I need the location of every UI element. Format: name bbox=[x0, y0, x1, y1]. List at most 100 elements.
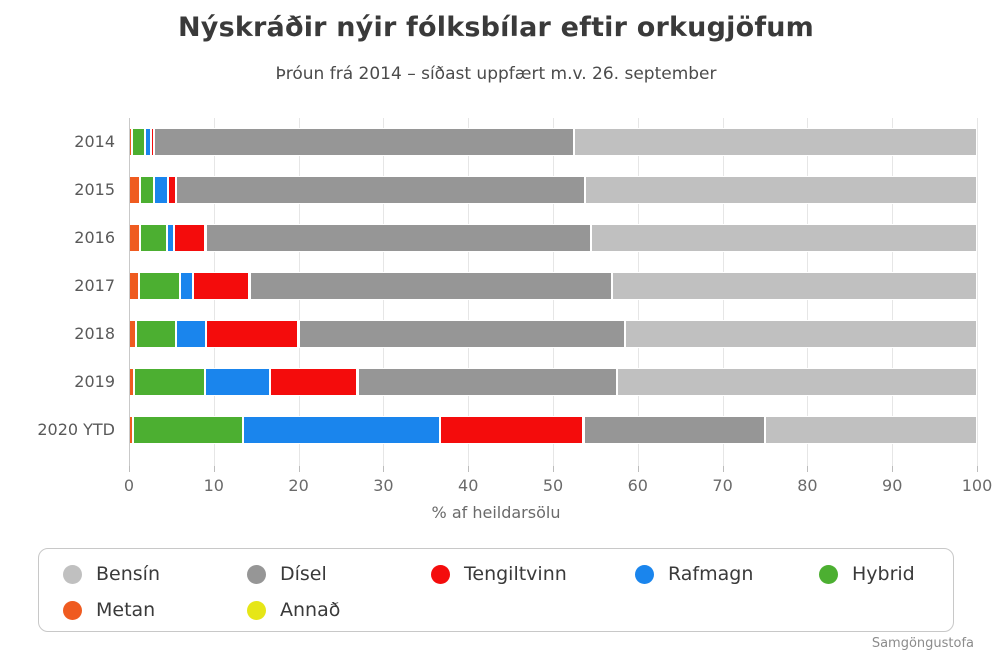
bar-segment[interactable] bbox=[173, 224, 206, 252]
y-axis-labels: 2014 2015 2016 2017 2018 2019 2020 YTD bbox=[0, 118, 129, 466]
legend-dot-icon bbox=[63, 564, 82, 584]
legend-dot-icon bbox=[247, 600, 266, 620]
legend-item[interactable]: Hybrid bbox=[819, 557, 915, 591]
bar-rows bbox=[129, 118, 977, 466]
x-tick-label: 60 bbox=[627, 476, 648, 495]
bar-segment[interactable] bbox=[129, 320, 136, 348]
bar-segment[interactable] bbox=[140, 176, 154, 204]
bar-segment[interactable] bbox=[298, 320, 626, 348]
bar-row bbox=[129, 224, 977, 252]
bar-row bbox=[129, 128, 977, 156]
y-axis-label: 2017 bbox=[74, 276, 115, 295]
x-tick-label: 70 bbox=[712, 476, 733, 495]
bar-segment[interactable] bbox=[132, 128, 146, 156]
legend-dot-icon bbox=[431, 564, 450, 584]
x-tick-mark bbox=[637, 466, 639, 472]
chart-title: Nýskráðir nýir fólksbílar eftir orkugjöf… bbox=[177, 12, 815, 43]
x-tick-mark bbox=[383, 466, 385, 472]
bar-segment[interactable] bbox=[140, 224, 168, 252]
bar-segment[interactable] bbox=[357, 368, 617, 396]
x-axis-title: % af heildarsölu bbox=[431, 503, 561, 522]
bar-segment[interactable] bbox=[139, 272, 180, 300]
x-tick-mark bbox=[129, 466, 130, 472]
bar-row bbox=[129, 368, 977, 396]
legend-row-1: Bensín Dísel Tengiltvinn Rafmagn Hybrid bbox=[39, 557, 953, 591]
y-axis-label: 2014 bbox=[74, 132, 115, 151]
legend-dot-icon bbox=[635, 564, 654, 584]
legend-item[interactable]: Dísel bbox=[247, 557, 327, 591]
legend-dot-icon bbox=[63, 600, 82, 620]
bar-segment[interactable] bbox=[612, 272, 977, 300]
x-axis-ticks: 0 10 20 30 40 50 60 70 80 90 100 bbox=[124, 466, 992, 500]
legend-item-label: Annað bbox=[280, 599, 341, 621]
legend-item-label: Rafmagn bbox=[668, 563, 754, 585]
x-tick-label: 90 bbox=[882, 476, 903, 495]
legend-item-label: Hybrid bbox=[852, 563, 915, 585]
x-tick-mark bbox=[553, 466, 554, 472]
bar-row bbox=[129, 176, 977, 204]
legend-item-label: Metan bbox=[96, 599, 156, 621]
legend-item[interactable]: Metan bbox=[63, 593, 155, 627]
bar-segment[interactable] bbox=[269, 368, 358, 396]
bar-segment[interactable] bbox=[206, 224, 592, 252]
y-axis-label: 2018 bbox=[74, 324, 115, 343]
bar-segment[interactable] bbox=[585, 176, 977, 204]
legend-item[interactable]: Tengiltvinn bbox=[431, 557, 567, 591]
bar-segment[interactable] bbox=[167, 224, 174, 252]
bar-segment[interactable] bbox=[134, 368, 206, 396]
x-tick-label: 50 bbox=[542, 476, 564, 495]
x-tick-label: 20 bbox=[288, 476, 309, 495]
bar-segment[interactable] bbox=[176, 176, 586, 204]
bar-segment[interactable] bbox=[176, 320, 207, 348]
x-tick-mark bbox=[468, 466, 470, 472]
bar-segment[interactable] bbox=[179, 272, 193, 300]
legend-row-2: Metan Annað bbox=[39, 593, 953, 627]
legend-item[interactable]: Annað bbox=[247, 593, 340, 627]
gridline bbox=[977, 118, 978, 466]
legend-dot-icon bbox=[819, 564, 838, 584]
y-axis-label: 2019 bbox=[74, 372, 115, 391]
bar-row bbox=[129, 320, 977, 348]
bar-segment[interactable] bbox=[765, 416, 977, 444]
bar-segment[interactable] bbox=[145, 128, 152, 156]
legend-item-label: Dísel bbox=[280, 563, 327, 585]
x-tick-mark bbox=[722, 466, 724, 472]
legend-item-label: Tengiltvinn bbox=[464, 563, 567, 585]
x-tick-mark bbox=[892, 466, 894, 472]
bar-segment[interactable] bbox=[192, 272, 250, 300]
legend-dot-icon bbox=[247, 564, 266, 584]
bar-segment[interactable] bbox=[151, 128, 154, 156]
x-tick-label: 10 bbox=[203, 476, 224, 495]
bar-segment[interactable] bbox=[625, 320, 977, 348]
bar-segment[interactable] bbox=[129, 272, 140, 300]
x-tick-label: 40 bbox=[458, 476, 479, 495]
legend-item[interactable]: Rafmagn bbox=[635, 557, 753, 591]
bar-segment[interactable] bbox=[574, 128, 977, 156]
legend-item-label: Bensín bbox=[96, 563, 160, 585]
bar-segment[interactable] bbox=[129, 224, 141, 252]
y-axis-label: 2020 YTD bbox=[37, 420, 115, 439]
bar-row bbox=[129, 416, 977, 444]
bar-segment[interactable] bbox=[250, 272, 613, 300]
source-credit: Samgöngustofa bbox=[871, 636, 974, 651]
bar-segment[interactable] bbox=[205, 368, 270, 396]
bar-segment[interactable] bbox=[591, 224, 977, 252]
y-axis-label: 2015 bbox=[74, 180, 115, 199]
bar-segment[interactable] bbox=[133, 416, 244, 444]
bar-segment[interactable] bbox=[243, 416, 441, 444]
x-tick-mark bbox=[977, 466, 978, 472]
y-axis-line bbox=[129, 118, 130, 466]
x-tick-label: 100 bbox=[961, 476, 992, 495]
bar-segment[interactable] bbox=[583, 416, 765, 444]
legend-item[interactable]: Bensín bbox=[63, 557, 160, 591]
bar-segment[interactable] bbox=[135, 320, 177, 348]
bar-segment[interactable] bbox=[206, 320, 298, 348]
bar-segment[interactable] bbox=[153, 176, 168, 204]
bar-segment[interactable] bbox=[154, 128, 575, 156]
bar-segment[interactable] bbox=[616, 368, 977, 396]
bar-segment[interactable] bbox=[129, 176, 141, 204]
y-axis-label: 2016 bbox=[74, 228, 115, 247]
bar-segment[interactable] bbox=[440, 416, 583, 444]
bar-segment[interactable] bbox=[168, 176, 176, 204]
